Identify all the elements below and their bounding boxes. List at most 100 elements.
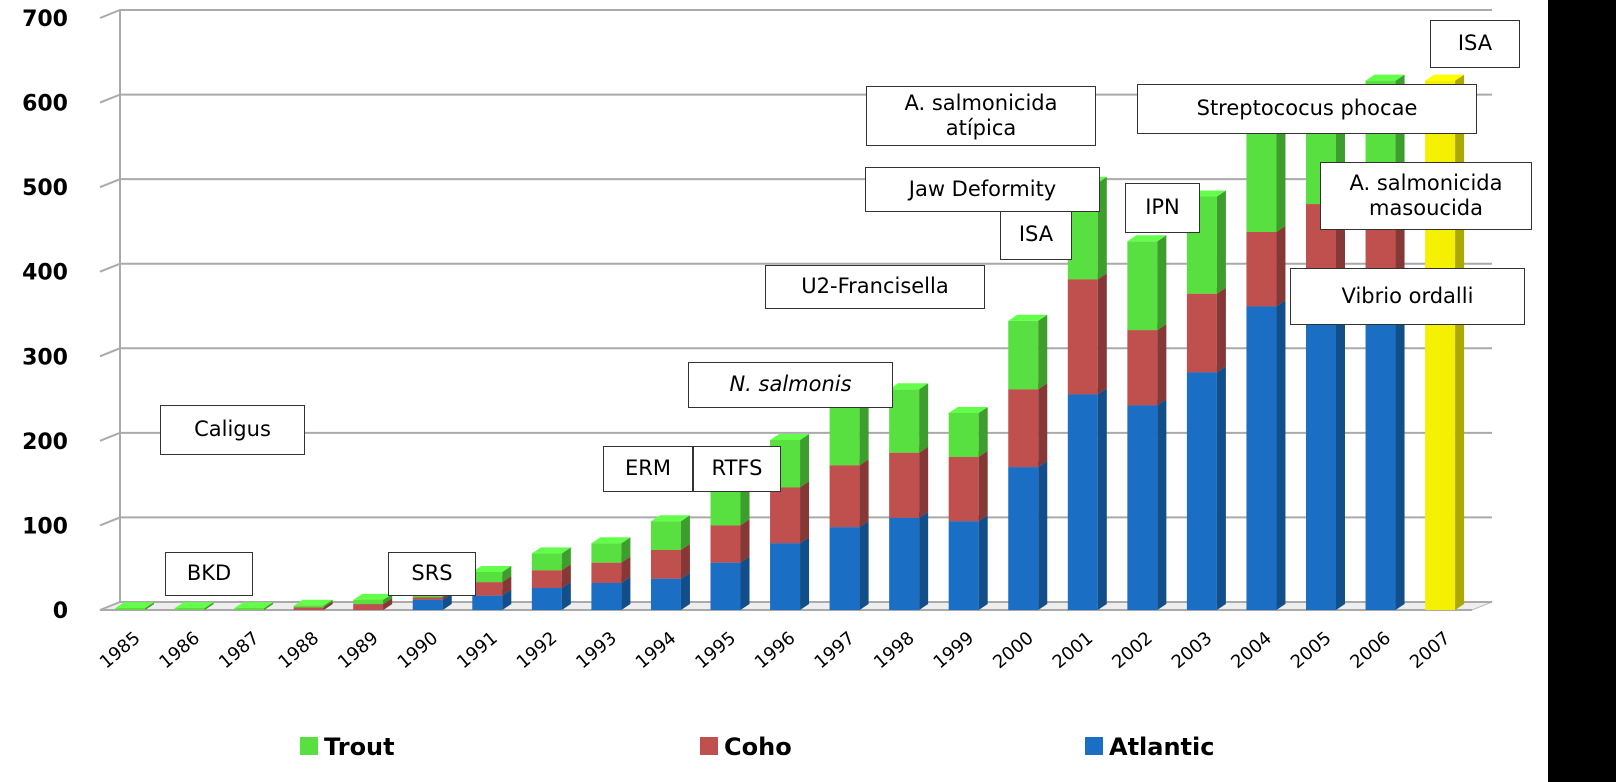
bar-front [1246, 231, 1277, 307]
bar-side [680, 572, 690, 610]
bar-side [621, 537, 631, 563]
bar-front [1127, 405, 1158, 610]
bar-side [859, 521, 869, 610]
bar-side [1395, 282, 1405, 610]
bar-front [412, 597, 443, 600]
bar-front [1127, 241, 1158, 331]
bar [234, 602, 274, 610]
bar-side [1276, 225, 1286, 307]
bar-front [1067, 394, 1098, 610]
bar-side [1097, 176, 1107, 280]
annotation: U2-Francisella [765, 265, 985, 309]
bar-front [710, 562, 741, 610]
bar-front [1425, 80, 1456, 610]
x-tick-label: 2004 [1227, 628, 1276, 674]
bar [1306, 291, 1345, 610]
bar-top [1425, 74, 1465, 81]
bar-side [1216, 190, 1226, 294]
annotation: SRS [388, 552, 476, 596]
bar [889, 511, 929, 610]
bar-top [115, 602, 154, 609]
bar-side [264, 602, 274, 610]
bar-side [1097, 273, 1107, 395]
bar-top [650, 515, 690, 522]
bar-side [1157, 235, 1167, 331]
bar-top [948, 406, 988, 413]
bar [353, 593, 393, 605]
bar [948, 515, 988, 610]
bar-side [502, 589, 512, 610]
annotation: A. salmonicida atípica [866, 86, 1096, 146]
bar [948, 450, 988, 522]
bar-front [650, 521, 681, 550]
bar-front [353, 604, 384, 610]
bar-front [1008, 320, 1039, 390]
annotation: RTFS [693, 446, 781, 492]
bar [1008, 383, 1048, 468]
x-tick-label: 1985 [96, 628, 145, 674]
bar-side [680, 543, 690, 579]
bar-front [829, 465, 860, 528]
annotation: Caligus [160, 405, 305, 455]
bar-front [472, 571, 503, 583]
legend-swatch [700, 737, 718, 755]
bar-front [948, 412, 979, 457]
x-tick-label: 1996 [751, 628, 800, 674]
bar [650, 515, 690, 550]
bar [1127, 399, 1167, 610]
bar-side [740, 556, 750, 610]
bar-front [1365, 288, 1396, 610]
x-tick-label: 1997 [810, 628, 859, 674]
bar-side [323, 599, 333, 608]
bar-front [531, 588, 562, 610]
bar [472, 565, 512, 583]
right-strip [1548, 0, 1616, 782]
bar-side [323, 601, 333, 610]
bar-top [591, 537, 631, 544]
y-tick-label: 400 [22, 261, 68, 286]
bar-front [829, 405, 860, 466]
bar [1246, 225, 1286, 307]
legend-label: Trout [324, 733, 395, 761]
x-tick-label: 2001 [1049, 628, 1098, 674]
bar [1008, 461, 1048, 610]
bar-front [591, 543, 622, 563]
legend-label: Coho [724, 733, 792, 761]
bar [1246, 300, 1286, 610]
bar-front [293, 607, 324, 610]
annotation: Jaw Deformity [865, 167, 1100, 212]
bar-front [174, 608, 205, 610]
y-tick-label: 100 [22, 514, 68, 539]
bar-front [1008, 389, 1039, 468]
y-tick-label: 700 [22, 7, 68, 32]
bar [710, 556, 750, 610]
bar-side [1038, 383, 1048, 468]
bar-side [1157, 399, 1167, 610]
bar [1008, 314, 1048, 390]
legend-label: Atlantic [1109, 733, 1214, 761]
x-tick-label: 1999 [930, 628, 979, 674]
bar-front [889, 452, 920, 518]
bar [1365, 282, 1405, 610]
bar-side [1455, 74, 1465, 610]
bar-front [829, 527, 860, 610]
bar-front [1186, 293, 1217, 373]
bar-side [383, 598, 393, 610]
annotation: BKD [165, 552, 253, 596]
bar-front [591, 562, 622, 583]
y-tick-label: 200 [22, 430, 68, 455]
bar-side [1276, 300, 1286, 610]
x-tick-label: 2007 [1406, 628, 1455, 674]
bar [770, 537, 810, 610]
bar-front [531, 553, 562, 571]
bar-top [1127, 235, 1167, 242]
bar [829, 459, 869, 528]
bar [1246, 117, 1286, 232]
x-tick-label: 2005 [1287, 628, 1336, 674]
bar [115, 602, 154, 610]
bar-front [1306, 297, 1336, 610]
bar-front [353, 599, 384, 605]
bar [293, 599, 333, 608]
bar-front [234, 608, 265, 610]
bar [1067, 388, 1107, 610]
